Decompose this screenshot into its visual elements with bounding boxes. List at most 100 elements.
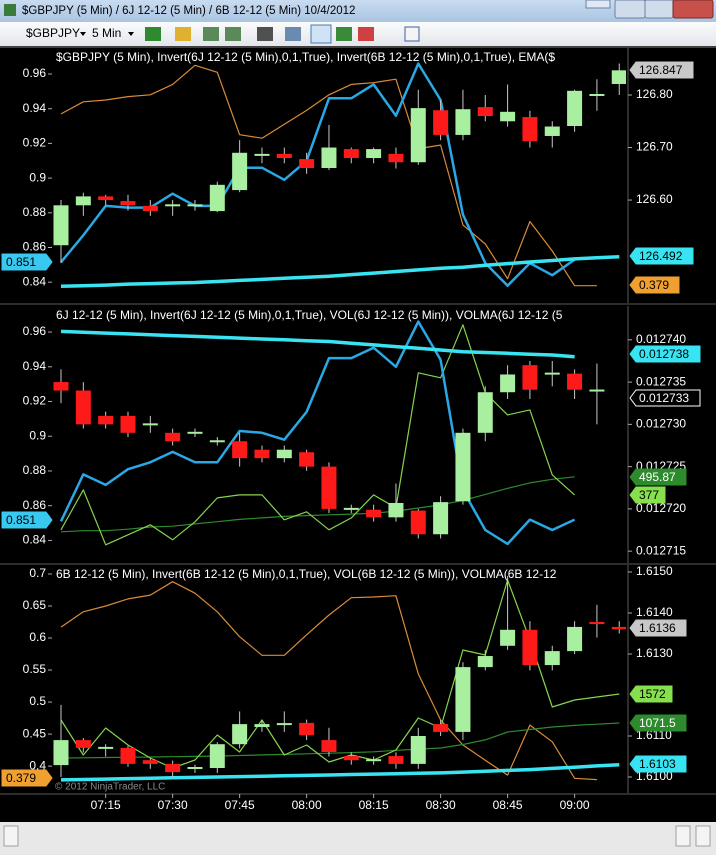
candle-body — [477, 107, 493, 117]
candle-body — [254, 449, 270, 459]
candle-body — [276, 723, 292, 726]
y-tick-label: 0.9 — [29, 170, 46, 184]
candle-body — [187, 204, 203, 207]
zoom-button[interactable] — [285, 27, 301, 41]
close-button[interactable] — [672, 0, 714, 19]
chart-style-button[interactable] — [145, 27, 161, 41]
y-tick-label: 0.4 — [29, 758, 46, 772]
price-marker — [1, 769, 53, 787]
dropdown-arrow — [128, 32, 134, 36]
x-tick-label: 07:15 — [91, 798, 121, 812]
candle-body — [544, 372, 560, 375]
series-line — [60, 581, 597, 781]
y-tick-label: 0.6 — [29, 630, 46, 644]
scroll-right[interactable] — [695, 825, 711, 847]
properties-button[interactable] — [404, 26, 420, 42]
y-tick-label: 0.5 — [29, 694, 46, 708]
tab-button[interactable] — [585, 0, 611, 9]
candle-body — [567, 90, 583, 126]
y-tick-label: 0.84 — [23, 274, 47, 288]
window-chrome: $GBPJPY (5 Min) / 6J 12-12 (5 Min) / 6B … — [0, 0, 716, 46]
candle-body — [500, 374, 516, 393]
y2-tick-label: 1.6150 — [636, 564, 673, 578]
minimize-button[interactable] — [614, 0, 646, 19]
candle-body — [209, 184, 225, 212]
dropdown-arrow — [80, 32, 86, 36]
candle-body — [388, 502, 404, 518]
candle-body — [388, 756, 404, 764]
candle-body — [98, 415, 114, 425]
price-marker — [1, 253, 53, 271]
series-line — [60, 324, 576, 546]
y2-tick-label: 1.6140 — [636, 605, 673, 619]
y-tick-label: 0.94 — [23, 359, 47, 373]
price-marker — [629, 619, 687, 637]
price-marker-label: 1071.5 — [639, 716, 676, 730]
scrollbar-track[interactable] — [0, 822, 716, 855]
candle-body — [343, 507, 359, 510]
candle-body — [299, 159, 315, 169]
candle-body — [254, 724, 270, 727]
candle-body — [98, 746, 114, 749]
indicator-button[interactable] — [203, 27, 219, 41]
price-marker-label: 0.012738 — [639, 347, 689, 361]
candle-body — [165, 432, 181, 442]
candle-body — [321, 147, 337, 169]
candle-body — [187, 431, 203, 434]
scroll-thumb[interactable] — [675, 825, 691, 847]
candle-body — [142, 760, 158, 764]
y2-tick-label: 126.80 — [636, 87, 673, 101]
y-tick-label: 0.88 — [23, 205, 47, 219]
candle-body — [455, 432, 471, 502]
y-tick-label: 0.94 — [23, 101, 47, 115]
price-marker — [629, 486, 666, 504]
price-marker-label: 1.6136 — [639, 621, 676, 635]
candle-body — [477, 656, 493, 668]
candle-body — [75, 196, 91, 206]
candle-body — [567, 373, 583, 390]
y2-tick-label: 1.6110 — [636, 728, 672, 742]
scroll-left[interactable] — [3, 825, 19, 847]
price-marker-label: 0.851 — [6, 513, 36, 527]
plot-area — [53, 576, 626, 782]
instrument-selector[interactable]: $GBPJPY — [26, 26, 80, 40]
y-tick-label: 0.45 — [23, 726, 47, 740]
y-tick-label: 0.96 — [23, 324, 47, 338]
panel-button[interactable] — [336, 27, 352, 41]
series-line — [60, 64, 597, 287]
plot-area — [53, 62, 626, 288]
x-tick-label: 07:45 — [225, 798, 255, 812]
series-line — [60, 329, 575, 359]
y-tick-label: 0.92 — [23, 394, 47, 408]
candle-body — [254, 153, 270, 156]
y-tick-label: 0.96 — [23, 66, 47, 80]
candle-body — [433, 724, 449, 732]
price-marker-label: 0.012733 — [639, 391, 689, 405]
series-line — [60, 579, 620, 769]
panel-button[interactable] — [358, 27, 374, 41]
crosshair-button[interactable] — [257, 27, 273, 41]
price-marker-label: 1.6103 — [639, 757, 676, 771]
y2-tick-label: 0.012715 — [636, 543, 686, 557]
y-tick-label: 0.7 — [29, 566, 46, 580]
price-marker-label: 495.87 — [639, 470, 676, 484]
x-tick-label: 09:00 — [560, 798, 590, 812]
candle-body — [611, 626, 626, 630]
toggle-button[interactable] — [310, 24, 332, 44]
candle-body — [433, 502, 449, 535]
y2-tick-label: 0.012740 — [636, 332, 686, 346]
candle-body — [522, 365, 538, 390]
series-line — [60, 762, 620, 782]
candle-body — [209, 440, 225, 443]
candle-body — [366, 509, 382, 518]
candle-body — [500, 111, 516, 122]
x-tick-label: 08:15 — [359, 798, 389, 812]
series-line — [59, 320, 576, 546]
strategy-button[interactable] — [225, 27, 241, 41]
drawing-tool-button[interactable] — [175, 27, 191, 41]
maximize-button[interactable] — [644, 0, 674, 19]
y-tick-label: 0.9 — [29, 428, 46, 442]
price-marker — [629, 714, 687, 732]
interval-selector[interactable]: 5 Min — [92, 26, 121, 40]
